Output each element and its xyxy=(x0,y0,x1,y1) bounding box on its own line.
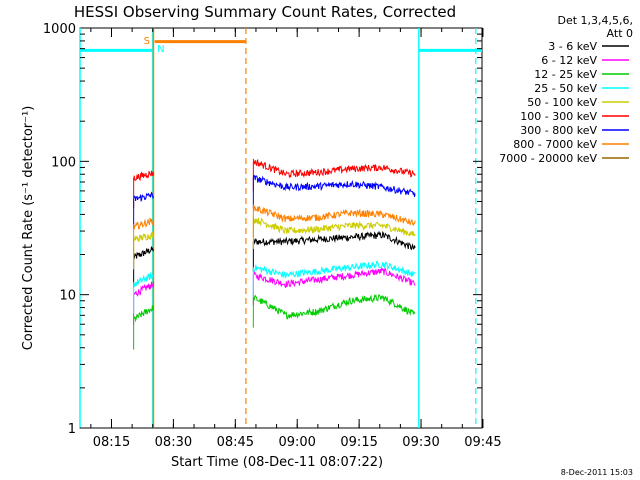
y-tick-label: 1 xyxy=(68,422,76,437)
legend-label: 7000 - 20000 keV xyxy=(499,152,597,165)
series-line xyxy=(252,216,416,237)
legend-header-line: Att 0 xyxy=(607,27,633,40)
flags-layer: SN xyxy=(79,28,482,428)
legend-label: 12 - 25 keV xyxy=(534,68,597,81)
legend-label: 100 - 300 keV xyxy=(520,110,597,123)
series-line xyxy=(133,271,154,288)
legend-label: 800 - 7000 keV xyxy=(513,138,597,151)
series-line xyxy=(253,230,416,251)
series-line xyxy=(252,174,416,197)
x-tick-label: 08:45 xyxy=(217,435,254,450)
series-line xyxy=(133,217,154,230)
legend-header-line: Det 1,3,4,5,6, xyxy=(557,14,633,27)
y-axis-label: Corrected Count Rate (s⁻¹ detector⁻¹) xyxy=(21,106,36,351)
series-line xyxy=(133,305,154,323)
series-line xyxy=(133,281,154,297)
saa-label: S xyxy=(144,36,150,47)
timestamp: 8-Dec-2011 15:03 xyxy=(561,468,633,477)
legend-label: 6 - 12 keV xyxy=(541,54,597,67)
x-tick-label: 09:00 xyxy=(278,435,315,450)
x-tick-label: 09:45 xyxy=(464,435,501,450)
y-tick-label: 10 xyxy=(59,289,76,304)
x-axis-label: Start Time (08-Dec-11 08:07:22) xyxy=(171,455,383,470)
series-line xyxy=(252,158,416,179)
series-line xyxy=(133,246,154,259)
series-line xyxy=(252,266,416,289)
x-tick-label: 08:15 xyxy=(93,435,130,450)
x-tick-label: 08:30 xyxy=(155,435,192,450)
series-line xyxy=(252,204,416,226)
series-line xyxy=(133,231,154,243)
x-tick-label: 09:30 xyxy=(402,435,439,450)
y-tick-label: 100 xyxy=(51,155,76,170)
y-tick-label: 1000 xyxy=(43,22,76,37)
series-line xyxy=(133,191,154,203)
series-layer xyxy=(133,158,416,350)
series-line xyxy=(133,170,154,182)
x-axis: 08:15 08:30 08:45 09:00 09:15 09:30 09:45 xyxy=(90,28,502,450)
series-line xyxy=(252,293,416,320)
legend-label: 25 - 50 keV xyxy=(534,82,597,95)
chart-title: HESSI Observing Summary Count Rates, Cor… xyxy=(74,3,456,21)
legend-label: 3 - 6 keV xyxy=(548,40,597,53)
series-line xyxy=(252,260,416,279)
x-tick-label: 09:15 xyxy=(340,435,377,450)
y-axis: 1 10 100 1000 xyxy=(43,22,482,437)
night-label: N xyxy=(157,44,164,55)
legend-label: 300 - 800 keV xyxy=(520,124,597,137)
legend-label: 50 - 100 keV xyxy=(527,96,597,109)
